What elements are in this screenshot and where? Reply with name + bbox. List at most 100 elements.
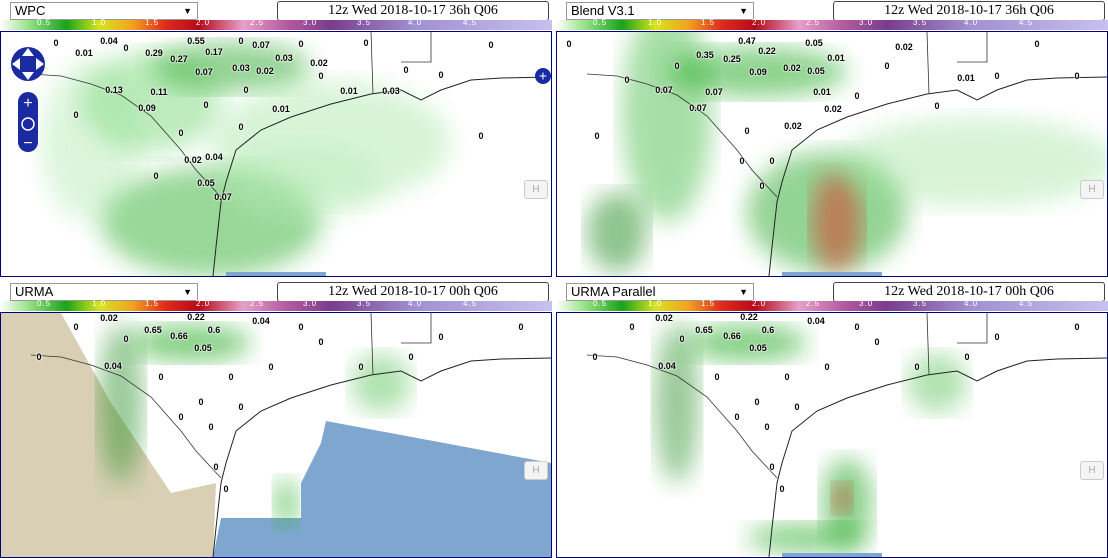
- model-dropdown[interactable]: WPC ▼: [10, 2, 198, 20]
- color-bar: 0.5 1.0 1.5 2.0 2.5 3.0 3.5 4.0 4.5: [556, 299, 1108, 311]
- station-value: 0: [318, 71, 324, 81]
- map-layer: [1, 313, 551, 557]
- station-value: 0.02: [895, 42, 913, 52]
- valid-time[interactable]: 12z Wed 2018-10-17 36h Q06: [833, 1, 1105, 21]
- station-value: 0: [1074, 322, 1080, 332]
- precip-area: [655, 323, 699, 483]
- valid-time[interactable]: 12z Wed 2018-10-17 36h Q06: [277, 1, 549, 21]
- station-value: 0.04: [104, 361, 122, 371]
- color-bar-label: 4.5: [463, 299, 478, 308]
- color-bar-label: 2.0: [196, 18, 211, 27]
- hide-button[interactable]: H: [1080, 180, 1104, 199]
- color-bar-label: 2.5: [806, 18, 821, 27]
- precip-area: [274, 478, 298, 528]
- station-value: 0: [408, 352, 414, 362]
- precip-area: [351, 353, 411, 413]
- station-value: 0.13: [105, 85, 123, 95]
- precip-area: [41, 62, 141, 222]
- station-value: 0.65: [695, 325, 713, 335]
- station-value: 0: [824, 362, 830, 372]
- station-value: 0.04: [252, 316, 270, 326]
- station-value: 0: [769, 462, 775, 472]
- coastline: [768, 357, 1107, 557]
- color-bar-label: 0.5: [37, 18, 52, 27]
- station-value: 0: [123, 334, 129, 344]
- station-value: 0.01: [340, 86, 358, 96]
- color-bar-label: 3.0: [303, 299, 318, 308]
- model-dropdown[interactable]: URMA Parallel ▼: [566, 283, 754, 301]
- station-value: 0: [734, 412, 740, 422]
- station-value: 0.02: [655, 313, 673, 323]
- station-value: 0.27: [170, 54, 188, 64]
- station-value: 0: [739, 156, 745, 166]
- station-value: 0: [714, 372, 720, 382]
- state-line: [370, 313, 432, 376]
- svg-text:−: −: [23, 135, 32, 152]
- map-layer: [586, 313, 1107, 557]
- station-value: 0.04: [658, 361, 676, 371]
- map-panel: URMA ▼ 12z Wed 2018-10-17 00h Q06 0.5 1.0 1.5…: [0, 281, 552, 558]
- color-bar-label: 4.5: [463, 18, 478, 27]
- color-bar-label: 2.5: [250, 18, 265, 27]
- map-navigation[interactable]: + −: [8, 42, 48, 157]
- color-bar-label: 1.5: [145, 18, 160, 27]
- model-name: WPC: [15, 3, 46, 18]
- color-bar-label: 0.5: [593, 299, 608, 308]
- station-value: 0: [438, 70, 444, 80]
- station-value: 0.11: [150, 87, 168, 97]
- precip-area: [832, 483, 852, 513]
- station-value: 0.6: [207, 325, 221, 335]
- map-panel: WPC ▼ 12z Wed 2018-10-17 36h Q06 0.5 1.0 1.5 2…: [0, 0, 552, 277]
- color-bar-label: 4.0: [408, 299, 423, 308]
- map-layer: [30, 32, 551, 276]
- station-value: 0.09: [138, 103, 156, 113]
- station-value: 0: [238, 402, 244, 412]
- station-value: 0: [203, 100, 209, 110]
- model-name: URMA Parallel: [571, 284, 656, 299]
- model-dropdown[interactable]: URMA ▼: [10, 283, 198, 301]
- station-value: 0.07: [195, 67, 213, 77]
- station-value: 0.04: [205, 152, 223, 162]
- model-dropdown[interactable]: Blend V3.1 ▼: [566, 2, 754, 20]
- color-bar-label: 3.5: [913, 299, 928, 308]
- color-bar-label: 4.5: [1019, 18, 1034, 27]
- valid-time[interactable]: 12z Wed 2018-10-17 00h Q06: [277, 282, 549, 302]
- station-value: 0: [298, 322, 304, 332]
- station-value: 0.01: [827, 53, 845, 63]
- station-value: 0.6: [761, 325, 775, 335]
- state-line: [370, 32, 432, 95]
- color-bar-label: 1.5: [145, 299, 160, 308]
- dropdown-arrow: ▼: [183, 6, 192, 16]
- station-value: 0: [298, 39, 304, 49]
- color-bar-label: 4.0: [408, 18, 423, 27]
- border: [30, 354, 222, 479]
- station-value: 0: [854, 91, 860, 101]
- station-value: 0: [178, 412, 184, 422]
- expand-button[interactable]: +: [534, 67, 552, 85]
- station-value: 0: [153, 171, 159, 181]
- hide-button[interactable]: H: [524, 180, 548, 199]
- color-bar-label: 1.0: [648, 299, 663, 308]
- color-bar-label: 0.5: [593, 18, 608, 27]
- svg-text:+: +: [23, 95, 32, 112]
- station-value: 0: [358, 362, 364, 372]
- hide-button[interactable]: H: [1080, 461, 1104, 480]
- station-value: 0.03: [382, 86, 400, 96]
- coastline: [768, 76, 1107, 276]
- station-value: 0.22: [187, 312, 205, 322]
- precip-area: [587, 192, 647, 272]
- color-bar-label: 4.5: [1019, 299, 1034, 308]
- svg-text:+: +: [539, 68, 547, 84]
- station-value: 0: [518, 322, 524, 332]
- border: [586, 354, 778, 479]
- station-value: 0: [794, 402, 800, 412]
- station-value: 0: [1074, 71, 1080, 81]
- precip-area: [812, 172, 862, 272]
- color-bar-label: 2.5: [250, 299, 265, 308]
- station-value: 0.66: [723, 331, 741, 341]
- color-bar-label: 3.0: [859, 299, 874, 308]
- hide-button[interactable]: H: [524, 461, 548, 480]
- station-value: 0: [994, 332, 1000, 342]
- dropdown-arrow: ▼: [739, 6, 748, 16]
- station-value: 0.04: [807, 316, 825, 326]
